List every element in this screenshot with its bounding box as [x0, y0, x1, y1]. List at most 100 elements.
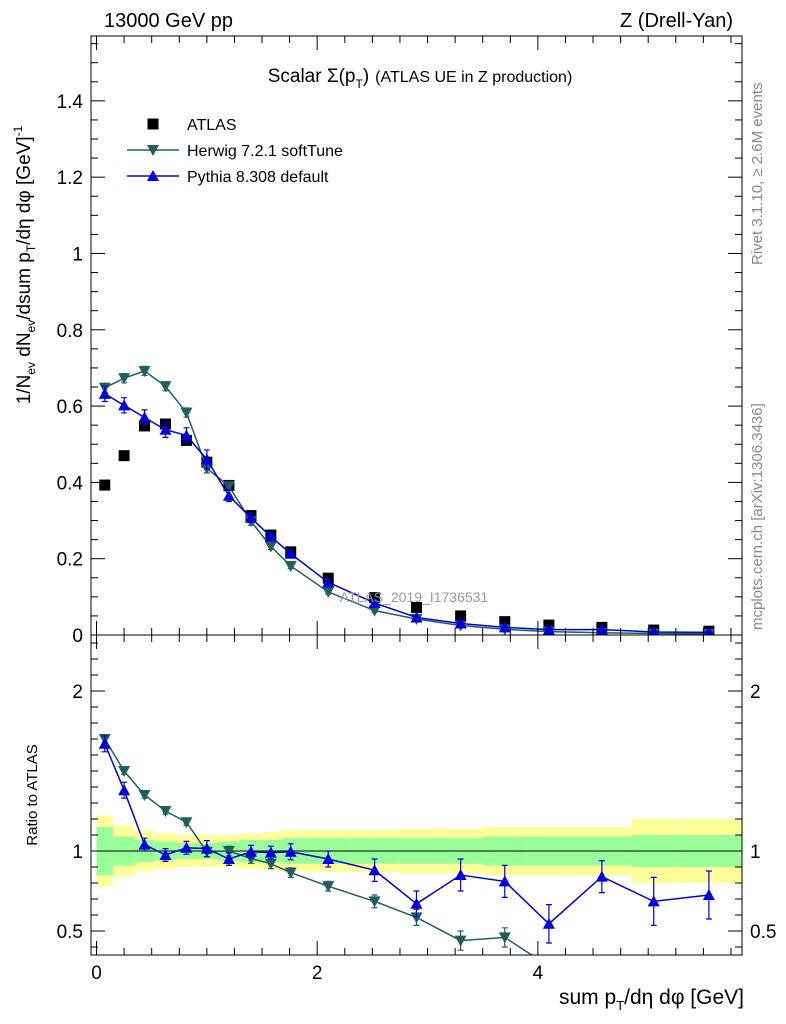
ylabel-d-sup: -1: [11, 125, 25, 136]
ylabel-a-sub: ev: [24, 362, 38, 375]
ratio-frame: [90, 634, 743, 956]
ratio-ticks: 0.5 0.5 1 1 2 2 0 2 4: [57, 635, 776, 984]
main-point: [98, 387, 111, 399]
main-point: [118, 399, 131, 411]
x-tick-label: 4: [533, 963, 544, 984]
y-tick-label: 0.2: [57, 550, 83, 571]
main-point: [222, 481, 235, 493]
main-data: [98, 365, 715, 635]
ratio-point: [138, 838, 151, 850]
ratio-point: [498, 932, 511, 944]
main-point: [138, 365, 151, 377]
ratio-point: [138, 790, 151, 801]
main-point: [704, 626, 714, 635]
main-ylabel: 1/Nev dNev/dsum pT/dη dφ [GeV]-1: [11, 125, 38, 404]
main-point: [454, 617, 467, 629]
main-point: [159, 423, 172, 435]
main-panel: 0 0.2 0.4 0.6 0.8 1 1.2 1.4 ATLAS_2019_I1736531…: [11, 35, 743, 647]
ratio-point: [264, 846, 277, 858]
ratio-point: [222, 853, 235, 864]
y-tick-label: 1.2: [57, 168, 83, 189]
main-title-close: ): [363, 66, 369, 87]
main-point: [284, 560, 297, 572]
ratio-point: [284, 867, 297, 879]
legend-label: ATLAS: [187, 117, 237, 134]
main-point: [411, 602, 422, 614]
main-point: [322, 576, 335, 588]
ratio-point: [264, 858, 277, 870]
legend-marker: [147, 118, 159, 130]
y-tick-label: 1: [72, 244, 83, 265]
ratio-y-tick-label-right: 2: [750, 682, 761, 703]
legend-item: Herwig 7.2.1 softTune: [127, 143, 343, 160]
legend-item: ATLAS: [147, 117, 237, 134]
ratio-y-tick-label-right: 1: [750, 842, 761, 863]
main-point: [138, 411, 151, 423]
ratio-point: [702, 889, 715, 900]
header-right: Z (Drell-Yan): [620, 10, 733, 32]
ylabel-c-sub: T: [24, 244, 38, 252]
ylabel-b-sub: ev: [24, 320, 38, 333]
ratio-data: [98, 734, 715, 955]
y-tick-label: 0: [72, 626, 83, 647]
ratio-ylabel: Ratio to ATLAS: [24, 744, 41, 845]
main-point: [222, 489, 235, 501]
main-point: [410, 611, 423, 623]
legend-item: Pythia 8.308 default: [127, 169, 329, 186]
main-point: [264, 541, 277, 553]
ratio-point: [284, 845, 297, 857]
y-tick-label: 0.6: [57, 397, 83, 418]
ratio-point: [322, 853, 335, 864]
main-title: Scalar Σ(pT) (ATLAS UE in Z production): [268, 66, 573, 91]
legend-marker: [147, 145, 159, 156]
ratio-panel: 0.5 0.5 1 1 2 2 0 2 4 Ratio to ATLAS sum pT/dη d…: [24, 634, 776, 1013]
mcplots-label: mcplots.cern.ch [arXiv:1306.3436]: [749, 403, 766, 630]
xlabel-b: /dη dφ [GeV]: [624, 986, 744, 1009]
ratio-point: [410, 912, 423, 924]
ratio-point: [368, 864, 381, 876]
main-point: [180, 429, 193, 441]
main-title-sub: T: [356, 77, 364, 91]
main-point: [159, 381, 172, 393]
ratio-point: [368, 896, 381, 908]
main-title-tail: (ATLAS UE in Z production): [375, 69, 572, 86]
main-series-pythia-8-308-default: [98, 385, 714, 635]
main-point: [498, 621, 511, 633]
ratio-point: [454, 935, 467, 947]
main-point: [200, 453, 213, 465]
ratio-y-tick-label: 1: [72, 842, 83, 863]
main-point: [118, 450, 130, 462]
ratio-y-tick-label-right: 0.5: [750, 922, 776, 943]
ratio-series-pythia-8-308-default: [98, 735, 715, 944]
main-point: [368, 605, 381, 617]
ylabel-b: dN: [14, 332, 35, 362]
rivet-label: Rivet 3.1.10, ≥ 2.6M events: [749, 83, 766, 266]
ratio-point: [180, 841, 193, 853]
ylabel-c: /dsum p: [14, 252, 35, 320]
main-point: [139, 420, 151, 432]
ratio-y-tick-label: 0.5: [57, 922, 83, 943]
main-point: [322, 586, 335, 598]
ratio-point: [498, 875, 511, 887]
main-point: [542, 623, 555, 635]
ratio-point: [595, 870, 608, 882]
y-tick-label: 0.8: [57, 321, 83, 342]
ratio-point: [542, 917, 555, 929]
main-point: [368, 596, 381, 608]
main-point: [118, 373, 131, 385]
x-axis-label: sum pT/dη dφ [GeV]: [559, 986, 744, 1013]
main-point: [180, 407, 193, 419]
main-point: [99, 479, 111, 491]
header-left: 13000 GeV pp: [104, 10, 233, 32]
main-title-main: Scalar Σ(p: [268, 66, 356, 87]
ratio-point: [98, 737, 111, 749]
xlabel-a: sum p: [559, 986, 616, 1009]
ratio-point: [200, 842, 213, 854]
ratio-point: [118, 784, 131, 796]
ratio-line-herwig-7-2-1-softtune: [104, 738, 534, 955]
main-point: [284, 547, 297, 559]
main-point: [595, 623, 608, 635]
legend-label: Pythia 8.308 default: [187, 169, 329, 186]
y-tick-label: 1.4: [57, 92, 84, 113]
